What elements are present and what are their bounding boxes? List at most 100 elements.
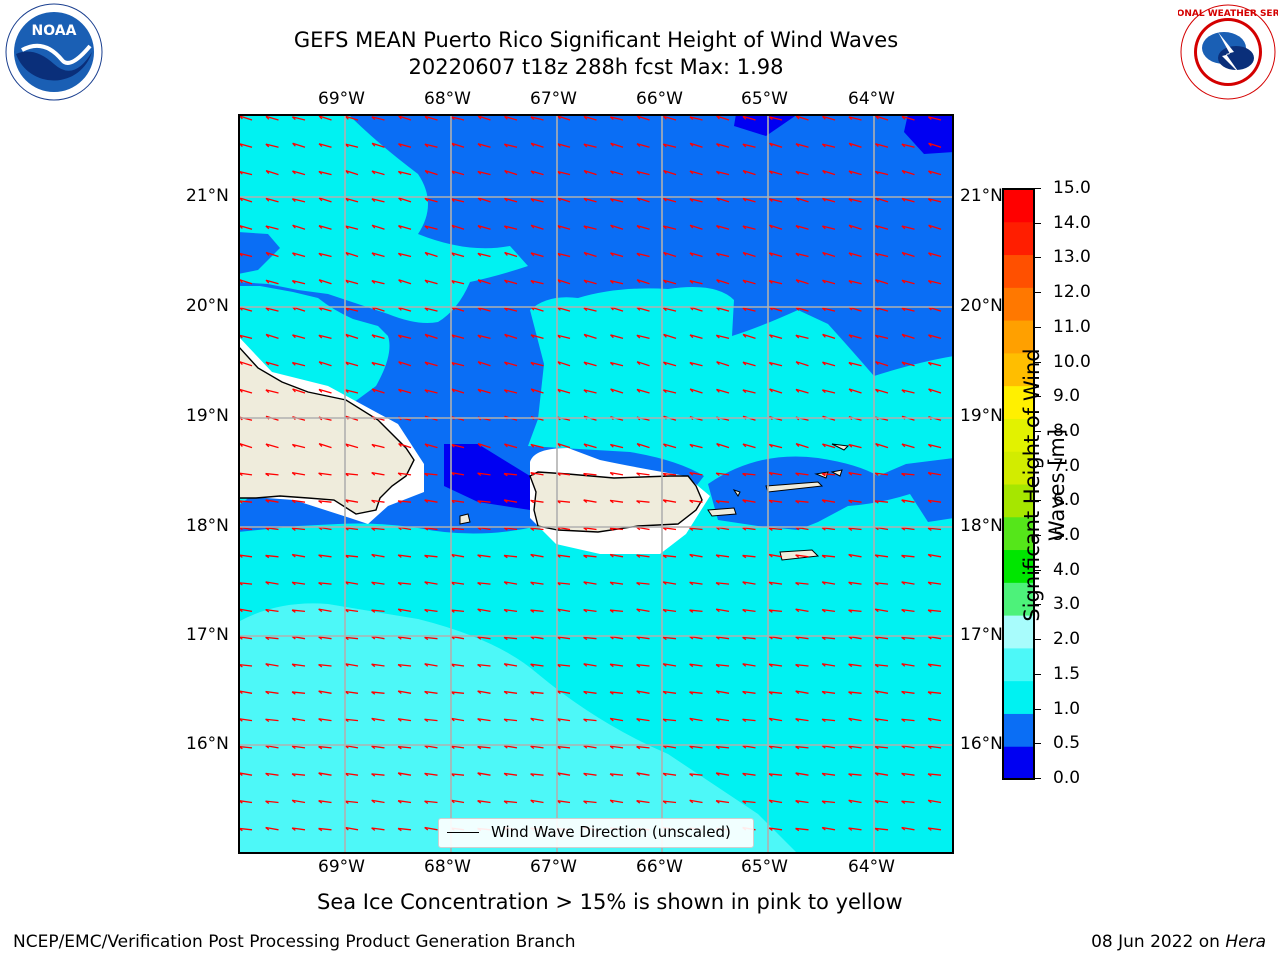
wave-direction-arrow <box>557 388 571 394</box>
wave-direction-arrow <box>530 773 544 776</box>
wave-direction-arrow <box>318 279 332 285</box>
wave-direction-arrow <box>477 306 491 312</box>
wave-direction-arrowhead <box>265 554 270 559</box>
wave-direction-arrow <box>504 115 518 121</box>
wave-direction-arrowhead <box>265 499 270 503</box>
wave-direction-arrowhead <box>345 333 349 338</box>
wave-direction-arrow <box>848 388 862 394</box>
wave-direction-arrow <box>716 690 730 694</box>
lat-tick-left: 18°N <box>186 516 229 536</box>
wave-direction-arrow <box>742 499 756 503</box>
wave-direction-arrow <box>636 718 650 722</box>
wave-direction-arrow <box>875 827 889 831</box>
wave-direction-arrowhead <box>768 527 773 531</box>
wave-direction-arrowhead <box>371 773 376 777</box>
colorbar-segment <box>1003 582 1034 616</box>
wave-direction-arrow <box>583 718 597 722</box>
wave-direction-arrowhead <box>927 443 932 448</box>
wave-direction-arrow <box>928 553 942 558</box>
wave-direction-arrowhead <box>636 746 641 750</box>
wave-direction-arrowhead <box>795 554 800 558</box>
wave-direction-arrow <box>769 717 783 722</box>
wave-direction-arrowhead <box>927 609 932 613</box>
wave-direction-arrow <box>318 800 332 804</box>
land-islet <box>831 443 850 451</box>
wave-direction-arrow <box>742 443 756 449</box>
wave-direction-arrowhead <box>715 500 720 504</box>
wave-direction-arrowhead <box>291 554 296 558</box>
wave-direction-arrow <box>265 636 279 640</box>
wave-direction-arrowhead <box>503 143 508 148</box>
wave-direction-arrowhead <box>636 225 641 229</box>
wave-direction-arrowhead <box>477 500 482 504</box>
wave-direction-arrowhead <box>821 499 826 503</box>
wave-direction-arrowhead <box>769 252 773 257</box>
wave-direction-arrowhead <box>742 554 747 559</box>
wave-direction-arrow <box>318 388 332 394</box>
wave-direction-arrow <box>928 609 942 613</box>
wave-direction-arrow <box>822 197 836 203</box>
footer-left: NCEP/EMC/Verification Post Processing Pr… <box>13 932 576 952</box>
footer-machine: Hera <box>1225 932 1266 952</box>
wave-direction-arrow <box>477 554 491 558</box>
wave-direction-arrowhead <box>292 252 296 257</box>
wave-direction-arrow <box>795 554 809 558</box>
wave-direction-arrow <box>239 800 253 804</box>
wave-direction-arrowhead <box>450 116 455 121</box>
wave-direction-arrow <box>689 745 703 749</box>
lon-tick-bottom: 68°W <box>424 857 471 877</box>
wave-direction-arrowhead <box>318 608 323 613</box>
wave-direction-arrowhead <box>503 527 508 531</box>
wave-direction-arrow <box>530 527 544 531</box>
wave-direction-arrow <box>901 718 915 722</box>
map-legend: Wind Wave Direction (unscaled) <box>438 818 754 848</box>
wave-direction-arrow <box>424 472 438 476</box>
wave-direction-arrowhead <box>583 745 588 749</box>
lat-tick-right: 19°N <box>960 406 1003 426</box>
wave-direction-arrowhead <box>424 333 429 338</box>
wave-direction-arrowhead <box>318 197 323 202</box>
wave-direction-arrowhead <box>901 690 906 695</box>
wave-direction-arrowhead <box>927 116 932 121</box>
wave-direction-arrow <box>663 772 677 776</box>
wave-direction-arrowhead <box>504 170 508 174</box>
wave-direction-arrow <box>716 334 730 340</box>
wave-direction-arrow <box>292 663 306 667</box>
wave-direction-arrowhead <box>583 554 588 559</box>
wave-direction-arrowhead <box>901 143 906 148</box>
wave-direction-arrow <box>636 197 650 203</box>
wave-direction-arrowhead <box>318 827 323 832</box>
wave-direction-arrow <box>398 115 412 121</box>
wave-direction-arrowhead <box>477 361 482 366</box>
wave-direction-arrow <box>663 333 677 340</box>
wave-direction-arrow <box>239 115 253 121</box>
wave-direction-arrowhead <box>609 443 614 448</box>
wave-direction-arrow <box>848 198 862 203</box>
wave-direction-arrowhead <box>318 690 323 695</box>
wave-direction-arrowhead <box>265 252 270 256</box>
wave-direction-arrow <box>292 827 306 831</box>
wave-direction-arrowhead <box>609 362 614 366</box>
wave-direction-arrow <box>557 279 571 285</box>
wave-direction-arrowhead <box>874 664 879 668</box>
wave-direction-arrow <box>636 224 650 230</box>
wave-direction-arrowhead <box>742 718 747 723</box>
wave-direction-arrow <box>822 745 836 749</box>
wave-direction-arrow <box>477 690 491 694</box>
wave-direction-arrowhead <box>610 334 614 339</box>
wave-direction-arrow <box>875 500 889 503</box>
wave-direction-arrow <box>424 608 438 613</box>
wave-direction-arrow <box>636 636 650 640</box>
wave-direction-arrowhead <box>265 333 270 338</box>
wave-direction-arrowhead <box>291 362 296 366</box>
wave-direction-arrow <box>848 142 862 148</box>
wave-direction-arrowhead <box>609 609 614 613</box>
wave-direction-arrow <box>424 663 438 667</box>
wave-direction-arrow <box>742 718 756 722</box>
wave-direction-arrowhead <box>424 279 429 284</box>
wave-direction-arrow <box>239 636 253 640</box>
wave-direction-arrow <box>716 554 730 558</box>
wave-direction-arrow <box>477 224 491 230</box>
wave-direction-arrowhead <box>530 388 535 393</box>
wave-direction-arrow <box>636 663 650 667</box>
